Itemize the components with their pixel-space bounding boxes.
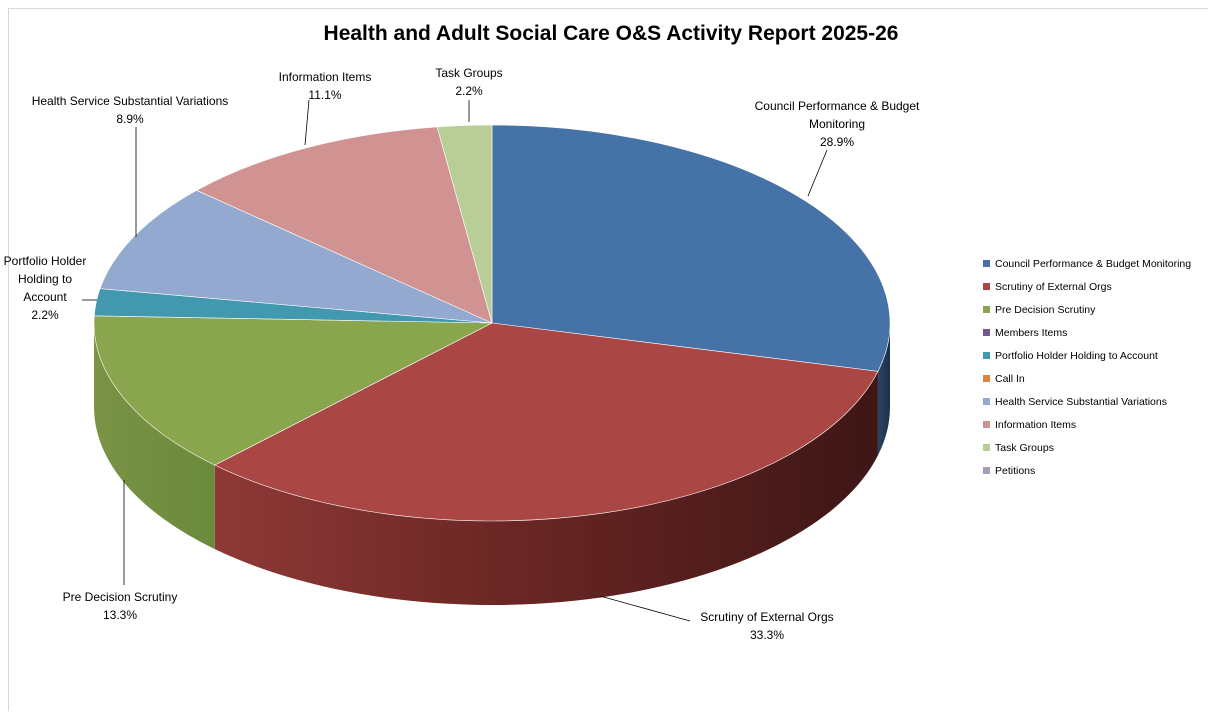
data-label-task-groups: Task Groups 2.2%: [435, 66, 502, 98]
legend-swatch-members-items: [983, 329, 990, 336]
data-label-council-performance-budget-monitoring: Council Performance & Budget Monitoring 28…: [755, 99, 920, 149]
legend-swatch-information-items: [983, 421, 990, 428]
legend-item-pre-decision-scrutiny: Pre Decision Scrutiny: [983, 298, 1191, 321]
pie-slice-information-items: [195, 126, 493, 324]
legend-label-portfolio-holder-holding-to-account: Portfolio Holder Holding to Account: [995, 349, 1158, 362]
legend-item-call-in: Call In: [983, 367, 1191, 390]
legend-label-members-items: Members Items: [995, 326, 1068, 339]
legend: Council Performance & Budget Monitoring S…: [983, 252, 1191, 482]
legend-swatch-petitions: [983, 467, 990, 474]
legend-item-petitions: Petitions: [983, 459, 1191, 482]
legend-item-council-performance-budget-monitoring: Council Performance & Budget Monitoring: [983, 252, 1191, 275]
legend-swatch-call-in: [983, 375, 990, 382]
pie-slice-task-groups: [436, 124, 493, 324]
leader-line-information-items: [304, 99, 310, 146]
chart-title: Health and Adult Social Care O&S Activit…: [323, 22, 899, 45]
pie-slice-scrutiny-of-external-orgs: [214, 322, 879, 522]
legend-swatch-scrutiny-of-external-orgs: [983, 283, 990, 290]
leader-line-scrutiny-of-external-orgs: [599, 595, 691, 622]
legend-label-council-performance-budget-monitoring: Council Performance & Budget Monitoring: [995, 257, 1192, 270]
leader-line-council-performance-budget-monitoring: [807, 149, 828, 197]
data-label-health-service-substantial-variations: Health Service Substantial Variations 8.9…: [32, 94, 229, 126]
pie-slice-health-service-substantial-variations: [99, 189, 493, 324]
legend-swatch-task-groups: [983, 444, 990, 451]
legend-label-pre-decision-scrutiny: Pre Decision Scrutiny: [995, 303, 1096, 316]
chart-frame: [8, 8, 1208, 711]
legend-label-scrutiny-of-external-orgs: Scrutiny of External Orgs: [995, 280, 1112, 293]
legend-item-task-groups: Task Groups: [983, 436, 1191, 459]
data-label-scrutiny-of-external-orgs: Scrutiny of External Orgs 33.3%: [700, 610, 833, 642]
pie-side-scrutiny-of-external-orgs: [214, 371, 878, 605]
legend-swatch-pre-decision-scrutiny: [983, 306, 990, 313]
legend-label-petitions: Petitions: [995, 464, 1036, 477]
data-label-portfolio-holder-holding-to-account: Portfolio Holder Holding to Account 2.2%: [4, 254, 87, 322]
legend-label-health-service-substantial-variations: Health Service Substantial Variations: [995, 395, 1167, 408]
legend-swatch-portfolio-holder-holding-to-account: [983, 352, 990, 359]
data-label-pre-decision-scrutiny: Pre Decision Scrutiny 13.3%: [63, 590, 178, 622]
legend-swatch-council-performance-budget-monitoring: [983, 260, 990, 267]
legend-item-health-service-substantial-variations: Health Service Substantial Variations: [983, 390, 1191, 413]
legend-label-task-groups: Task Groups: [995, 441, 1054, 454]
pie-side-pre-decision-scrutiny: [94, 323, 215, 550]
pie-slice-council-performance-budget-monitoring: [491, 124, 891, 372]
legend-item-information-items: Information Items: [983, 413, 1191, 436]
legend-swatch-health-service-substantial-variations: [983, 398, 990, 405]
legend-label-information-items: Information Items: [995, 418, 1077, 431]
pie-side-council-performance-budget-monitoring: [877, 323, 890, 456]
pie-slice-pre-decision-scrutiny: [93, 315, 493, 466]
legend-label-call-in: Call In: [995, 372, 1025, 385]
legend-item-scrutiny-of-external-orgs: Scrutiny of External Orgs: [983, 275, 1191, 298]
data-label-information-items: Information Items 11.1%: [279, 70, 372, 102]
legend-item-members-items: Members Items: [983, 321, 1191, 344]
legend-item-portfolio-holder-holding-to-account: Portfolio Holder Holding to Account: [983, 344, 1191, 367]
